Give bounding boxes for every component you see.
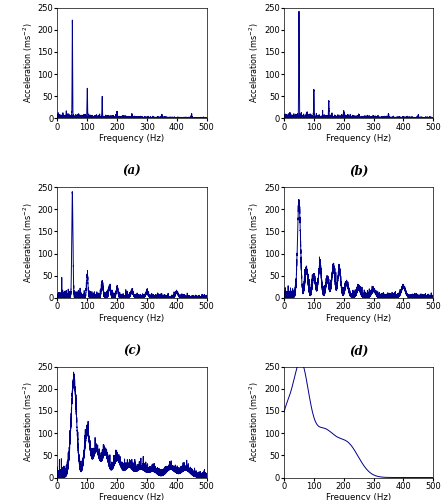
Text: (b): (b) xyxy=(349,165,368,178)
Text: (a): (a) xyxy=(123,165,141,178)
X-axis label: Frequency (Hz): Frequency (Hz) xyxy=(99,134,164,143)
X-axis label: Frequency (Hz): Frequency (Hz) xyxy=(326,314,391,323)
X-axis label: Frequency (Hz): Frequency (Hz) xyxy=(99,314,164,323)
Y-axis label: Acceleration (ms$^{-2}$): Acceleration (ms$^{-2}$) xyxy=(248,202,261,282)
Y-axis label: Acceleration (ms$^{-2}$): Acceleration (ms$^{-2}$) xyxy=(248,22,261,103)
X-axis label: Frequency (Hz): Frequency (Hz) xyxy=(99,494,164,500)
Y-axis label: Acceleration (ms$^{-2}$): Acceleration (ms$^{-2}$) xyxy=(21,202,35,282)
Text: (d): (d) xyxy=(349,344,368,358)
Y-axis label: Acceleration (ms$^{-2}$): Acceleration (ms$^{-2}$) xyxy=(21,382,35,462)
Y-axis label: Acceleration (ms$^{-2}$): Acceleration (ms$^{-2}$) xyxy=(21,22,35,103)
X-axis label: Frequency (Hz): Frequency (Hz) xyxy=(326,494,391,500)
Y-axis label: Acceleration (ms$^{-2}$): Acceleration (ms$^{-2}$) xyxy=(248,382,261,462)
X-axis label: Frequency (Hz): Frequency (Hz) xyxy=(326,134,391,143)
Text: (c): (c) xyxy=(123,344,141,358)
